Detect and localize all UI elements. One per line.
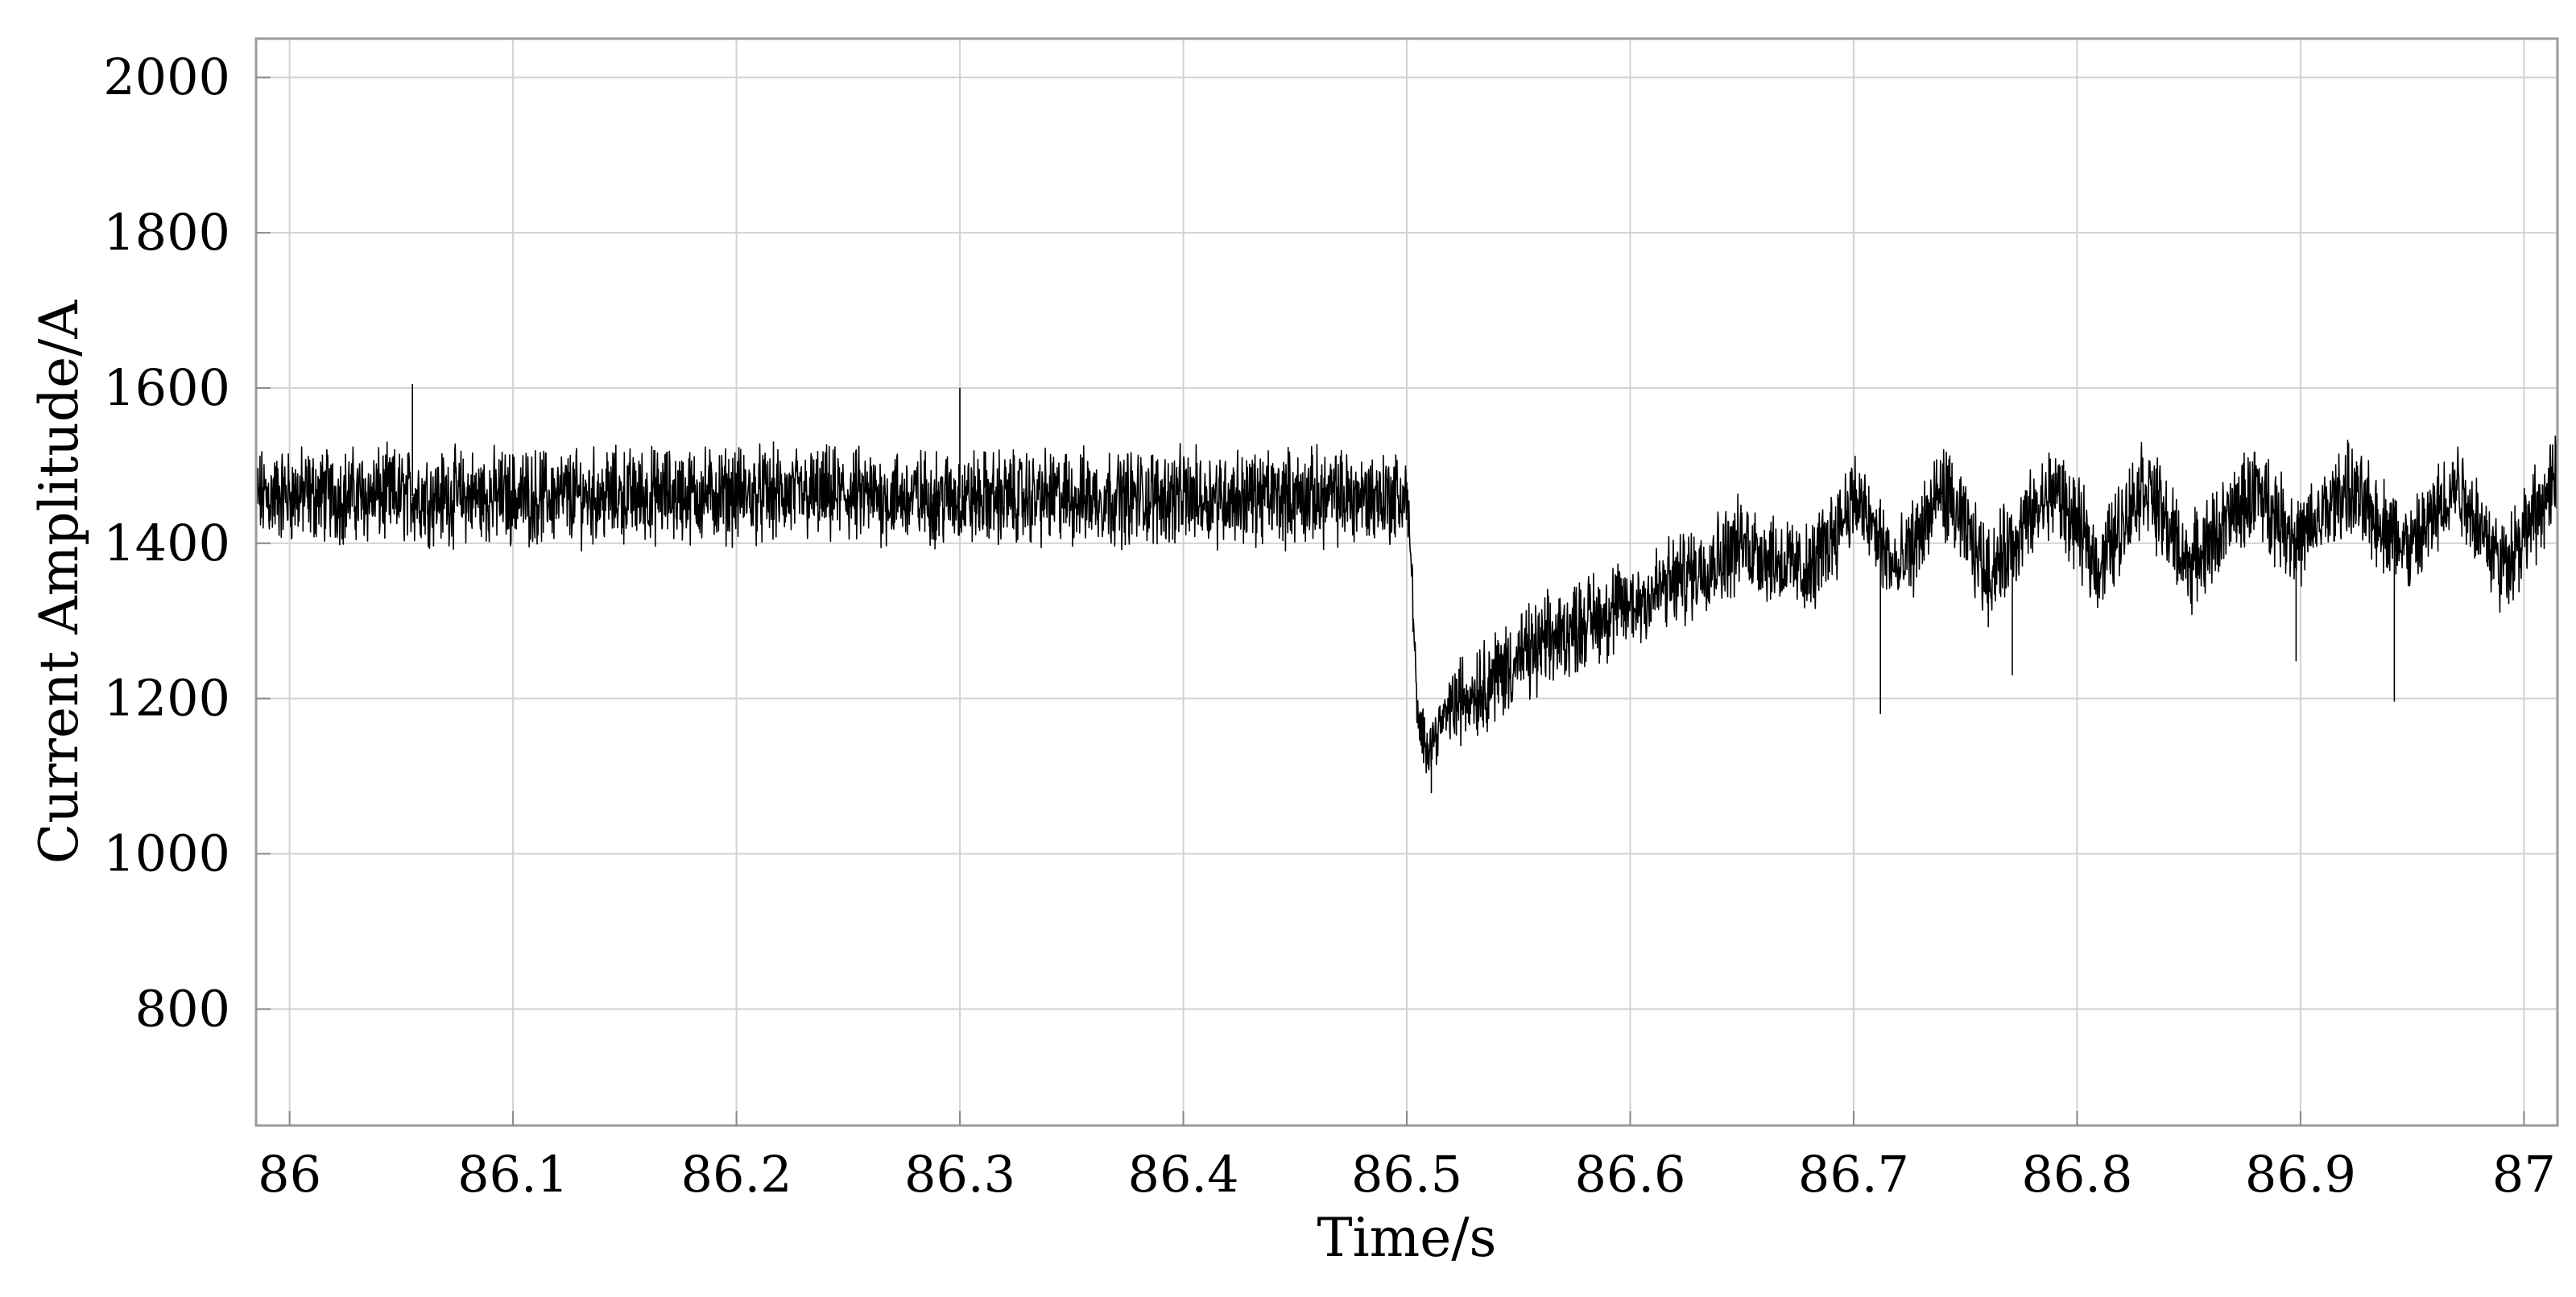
y-tick-label: 1200 (103, 669, 230, 728)
y-tick-label: 1400 (103, 514, 230, 572)
x-tick-label: 86.7 (1798, 1145, 1909, 1204)
grid (256, 39, 2557, 1126)
x-tick-label: 86.6 (1574, 1145, 1685, 1204)
y-axis: 800 1000 1200 1400 1600 1800 2000 (103, 48, 271, 1038)
y-tick-label: 800 (135, 979, 230, 1038)
x-tick-label: 86.2 (681, 1145, 792, 1204)
y-tick-label: 2000 (103, 48, 230, 106)
series-line (256, 384, 2557, 794)
x-axis-label: Time/s (1317, 1207, 1497, 1269)
y-tick-label: 1600 (103, 358, 230, 417)
y-tick-label: 1800 (103, 203, 230, 262)
x-tick-label: 86.8 (2021, 1145, 2132, 1204)
y-axis-label: Current Amplitude/A (28, 299, 90, 864)
x-tick-label: 86.3 (904, 1145, 1015, 1204)
x-tick-label: 86.9 (2245, 1145, 2356, 1204)
x-tick-label: 86 (258, 1145, 321, 1204)
y-tick-label: 1000 (103, 824, 230, 883)
x-tick-label: 86.4 (1128, 1145, 1239, 1204)
x-tick-label: 86.1 (457, 1145, 569, 1204)
x-tick-label: 87 (2492, 1145, 2556, 1204)
x-axis: 86 86.1 86.2 86.3 86.4 86.5 86.6 86.7 86.8 86.9 87 (258, 1111, 2556, 1204)
plot-area (256, 384, 2557, 794)
x-tick-label: 86.5 (1351, 1145, 1462, 1204)
